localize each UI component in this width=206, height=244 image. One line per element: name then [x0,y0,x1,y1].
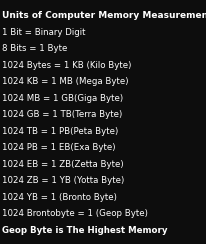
Text: Units of Computer Memory Measurements: Units of Computer Memory Measurements [2,11,206,20]
Text: 1024 GB = 1 TB(Terra Byte): 1024 GB = 1 TB(Terra Byte) [2,110,122,119]
Text: 1024 TB = 1 PB(Peta Byte): 1024 TB = 1 PB(Peta Byte) [2,127,118,136]
Text: 1024 Brontobyte = 1 (Geop Byte): 1024 Brontobyte = 1 (Geop Byte) [2,209,147,218]
Text: 8 Bits = 1 Byte: 8 Bits = 1 Byte [2,44,67,53]
Text: Geop Byte is The Highest Memory: Geop Byte is The Highest Memory [2,225,167,234]
Text: 1024 MB = 1 GB(Giga Byte): 1024 MB = 1 GB(Giga Byte) [2,94,123,103]
Text: 1024 ZB = 1 YB (Yotta Byte): 1024 ZB = 1 YB (Yotta Byte) [2,176,124,185]
Text: 1024 Bytes = 1 KB (Kilo Byte): 1024 Bytes = 1 KB (Kilo Byte) [2,61,131,70]
Text: 1 Bit = Binary Digit: 1 Bit = Binary Digit [2,28,85,37]
Text: 1024 PB = 1 EB(Exa Byte): 1024 PB = 1 EB(Exa Byte) [2,143,115,152]
Text: 1024 YB = 1 (Bronto Byte): 1024 YB = 1 (Bronto Byte) [2,193,116,202]
Text: 1024 EB = 1 ZB(Zetta Byte): 1024 EB = 1 ZB(Zetta Byte) [2,160,123,169]
Text: 1024 KB = 1 MB (Mega Byte): 1024 KB = 1 MB (Mega Byte) [2,77,128,86]
